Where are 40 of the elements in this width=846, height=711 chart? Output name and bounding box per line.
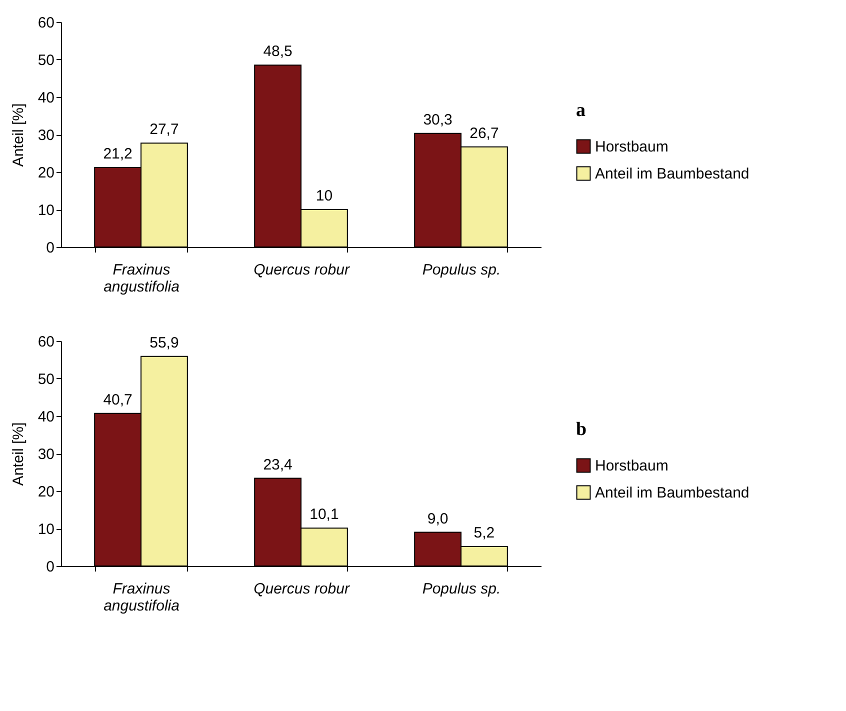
legend-label: Anteil im Baumbestand [595,166,750,182]
data-label: 27,7 [150,121,179,138]
y-tick-label: 40 [38,408,54,426]
x-tick-label: Quercus robur [254,580,350,598]
y-tick-label: 60 [38,14,54,32]
y-tick-label: 0 [46,240,54,256]
data-label: 10 [316,188,333,204]
data-label: 10,1 [310,506,339,524]
y-tick-label: 20 [38,164,54,182]
y-tick-label: 60 [38,334,54,350]
y-tick-label: 50 [38,371,54,388]
data-label: 26,7 [470,124,499,142]
data-label: 5,2 [474,524,495,542]
data-label: 21,2 [103,146,132,162]
y-axis-title: Anteil [%] [10,103,27,167]
x-tick-label: Fraxinus angustifolia [104,262,180,296]
y-tick-label: 50 [38,52,54,69]
data-label: 23,4 [263,456,292,474]
y-tick-label: 30 [38,127,54,144]
y-tick-label: 30 [38,446,54,463]
y-tick-label: 10 [38,521,54,538]
text: a [576,100,586,121]
y-tick-label: 10 [38,202,54,219]
y-tick-label: 0 [46,558,54,576]
data-label: 48,5 [263,43,292,60]
data-label: 55,9 [150,334,179,352]
y-axis-title: Anteil [%] [10,422,27,486]
text: b [576,418,587,440]
data-label: 9,0 [427,510,448,528]
data-label: 40,7 [103,391,132,408]
y-tick-label: 20 [38,484,54,500]
x-tick-label: Populus sp. [422,262,501,278]
legend-label: Horstbaum [595,458,668,474]
x-tick-label: Fraxinus angustifolia [104,580,180,614]
y-tick-label: 40 [38,90,54,106]
x-tick-label: Populus sp. [422,580,501,598]
data-label: 30,3 [423,111,452,128]
legend-label: Anteil im Baumbestand [595,484,750,502]
x-tick-label: Quercus robur [254,262,350,278]
legend-label: Horstbaum [595,138,668,156]
